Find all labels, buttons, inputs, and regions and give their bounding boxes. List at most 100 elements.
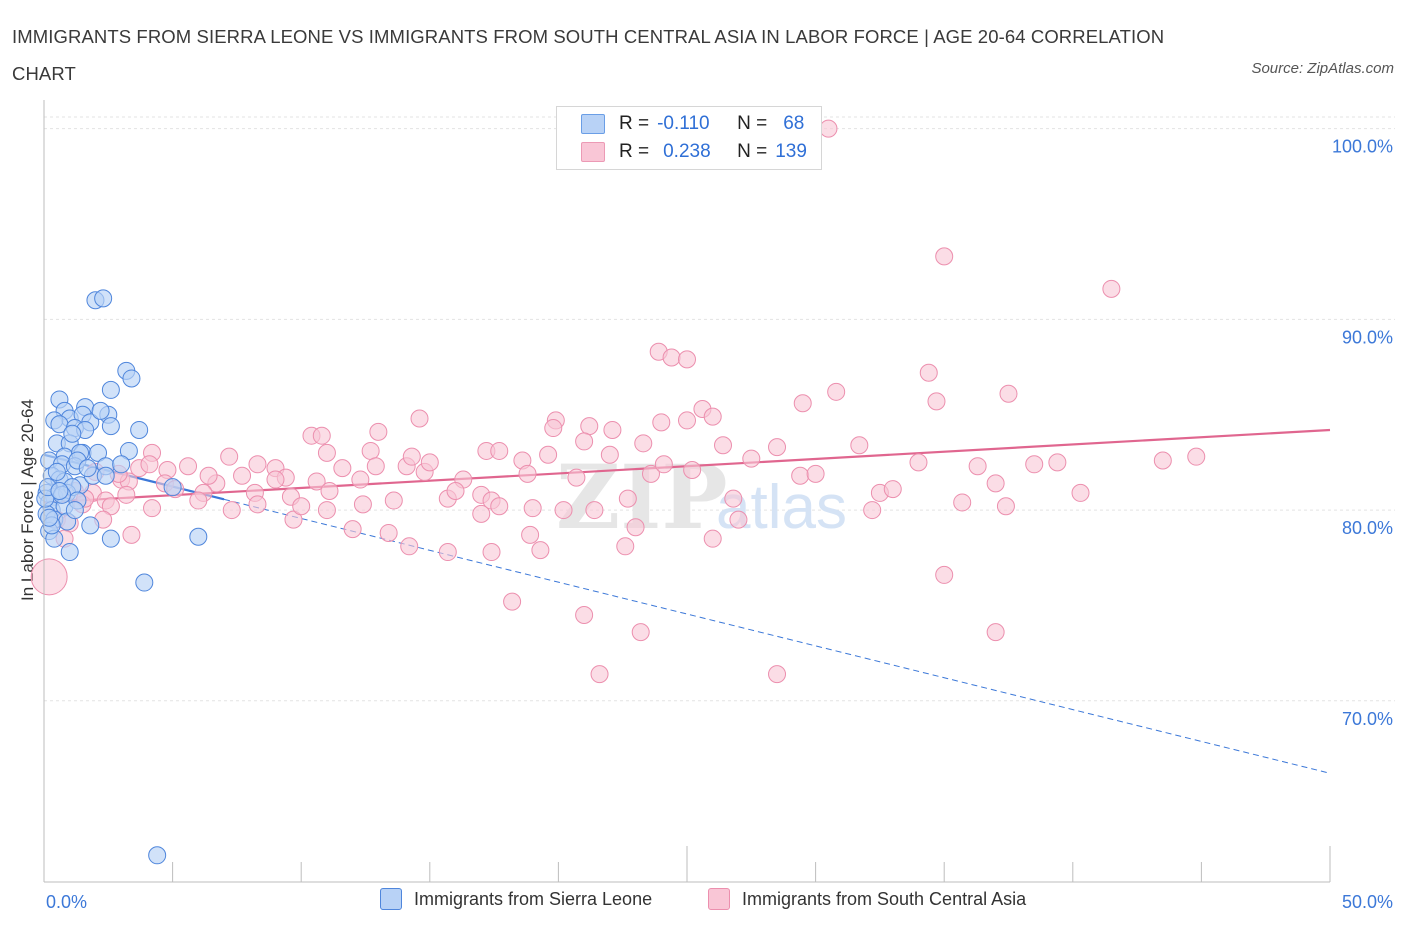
data-point-sierra-leone bbox=[135, 573, 154, 592]
data-point-sierra-leone bbox=[119, 441, 138, 460]
data-point-sierra-leone bbox=[81, 516, 100, 535]
data-point-south-central-asia bbox=[996, 497, 1015, 516]
data-point-south-central-asia bbox=[819, 119, 838, 138]
legend-swatch-pink bbox=[581, 142, 605, 162]
data-point-south-central-asia bbox=[652, 413, 671, 432]
data-point-south-central-asia bbox=[143, 499, 162, 518]
data-point-south-central-asia bbox=[662, 348, 681, 367]
legend-swatch-pink bbox=[708, 888, 730, 910]
x-tick-label-max: 50.0% bbox=[1342, 892, 1393, 912]
data-point-south-central-asia bbox=[631, 623, 650, 642]
data-point-south-central-asia bbox=[400, 537, 419, 556]
data-point-south-central-asia bbox=[490, 441, 509, 460]
data-point-south-central-asia bbox=[909, 453, 928, 472]
data-point-south-central-asia bbox=[618, 489, 637, 508]
legend-n-label: N = bbox=[737, 113, 768, 134]
data-point-south-central-asia bbox=[600, 445, 619, 464]
data-point-south-central-asia bbox=[1071, 483, 1090, 502]
data-point-south-central-asia bbox=[361, 441, 380, 460]
data-point-south-central-asia bbox=[189, 491, 208, 510]
data-point-south-central-asia bbox=[233, 466, 252, 485]
data-point-south-central-asia bbox=[634, 434, 653, 453]
data-point-south-central-asia bbox=[1153, 451, 1172, 470]
legend-label-south-central-asia: Immigrants from South Central Asia bbox=[742, 888, 1027, 909]
data-point-south-central-asia bbox=[333, 459, 352, 478]
data-point-south-central-asia bbox=[1187, 447, 1206, 466]
data-point-south-central-asia bbox=[317, 501, 336, 520]
data-point-south-central-asia bbox=[806, 464, 825, 483]
data-point-south-central-asia bbox=[683, 461, 702, 480]
data-point-south-central-asia bbox=[554, 501, 573, 520]
data-point-south-central-asia bbox=[472, 504, 491, 523]
data-point-south-central-asia bbox=[724, 489, 743, 508]
legend-row-south-central-asia: R = 0.238 N = 139 bbox=[581, 140, 807, 164]
y-tick-label: 80.0% bbox=[1342, 518, 1393, 538]
data-point-south-central-asia bbox=[654, 455, 673, 474]
axes bbox=[43, 100, 1331, 883]
data-point-south-central-asia bbox=[616, 537, 635, 556]
data-point-south-central-asia bbox=[919, 363, 938, 382]
data-point-sierra-leone bbox=[94, 289, 113, 308]
data-point-sierra-leone bbox=[40, 508, 59, 527]
data-point-sierra-leone bbox=[78, 459, 97, 478]
data-point-south-central-asia bbox=[292, 497, 311, 516]
data-point-sierra-leone bbox=[96, 466, 115, 485]
data-point-south-central-asia bbox=[678, 411, 696, 430]
data-point-south-central-asia bbox=[986, 474, 1005, 493]
legend-r-label: R = bbox=[619, 113, 650, 134]
data-point-south-central-asia bbox=[438, 543, 457, 562]
legend-n-label: N = bbox=[737, 141, 768, 162]
data-point-south-central-asia bbox=[410, 409, 429, 428]
data-point-sierra-leone bbox=[60, 543, 79, 562]
data-point-south-central-asia bbox=[518, 464, 537, 483]
data-point-south-central-asia bbox=[575, 432, 594, 451]
data-point-south-central-asia bbox=[140, 455, 159, 474]
data-point-sierra-leone bbox=[112, 455, 131, 474]
data-point-sierra-leone bbox=[163, 478, 182, 497]
tick-labels: 70.0% 80.0% 90.0% 100.0% 0.0% 50.0% bbox=[46, 137, 1393, 912]
x-tick-label-min: 0.0% bbox=[46, 892, 87, 912]
data-point-south-central-asia bbox=[446, 482, 465, 500]
data-point-south-central-asia bbox=[567, 468, 586, 487]
data-point-south-central-asia bbox=[179, 457, 198, 476]
data-point-sierra-leone bbox=[101, 380, 120, 399]
data-point-south-central-asia bbox=[366, 457, 385, 476]
data-point-south-central-asia bbox=[827, 382, 846, 401]
data-point-south-central-asia bbox=[986, 623, 1005, 642]
data-point-south-central-asia bbox=[482, 543, 501, 562]
data-point-south-central-asia bbox=[353, 495, 372, 514]
data-point-south-central-asia bbox=[284, 510, 303, 529]
legend-label-sierra-leone: Immigrants from Sierra Leone bbox=[414, 888, 653, 909]
correlation-legend: R = -0.110 N = 68 R = 0.238 N = 139 bbox=[556, 106, 822, 170]
data-point-south-central-asia bbox=[768, 438, 787, 457]
data-point-south-central-asia bbox=[703, 529, 722, 548]
chart-title: IMMIGRANTS FROM SIERRA LEONE VS IMMIGRAN… bbox=[12, 26, 1165, 84]
data-point-south-central-asia bbox=[590, 665, 609, 684]
data-point-south-central-asia bbox=[369, 422, 388, 441]
series-sierra-leone-points bbox=[36, 289, 208, 865]
data-point-south-central-asia bbox=[222, 501, 241, 520]
data-point-south-central-asia bbox=[343, 520, 362, 539]
data-point-south-central-asia bbox=[641, 464, 660, 483]
data-point-south-central-asia bbox=[490, 497, 509, 516]
data-point-south-central-asia bbox=[384, 491, 403, 510]
data-point-sierra-leone bbox=[50, 482, 69, 500]
data-point-south-central-asia bbox=[402, 447, 421, 466]
data-point-south-central-asia bbox=[883, 480, 902, 499]
data-point-south-central-asia bbox=[927, 392, 946, 411]
gridlines bbox=[44, 116, 1395, 702]
data-point-south-central-asia bbox=[768, 665, 787, 684]
data-point-sierra-leone bbox=[63, 424, 82, 443]
data-point-south-central-asia bbox=[122, 525, 141, 544]
data-point-south-central-asia bbox=[863, 501, 882, 520]
data-point-south-central-asia bbox=[544, 419, 563, 438]
data-point-sierra-leone bbox=[91, 401, 110, 420]
legend-swatch-blue bbox=[380, 888, 402, 910]
data-point-south-central-asia bbox=[935, 565, 954, 584]
data-point-south-central-asia bbox=[714, 436, 733, 455]
data-point-south-central-asia bbox=[953, 493, 972, 512]
data-point-south-central-asia bbox=[1048, 453, 1067, 472]
series-south-central-asia-points bbox=[30, 119, 1206, 684]
